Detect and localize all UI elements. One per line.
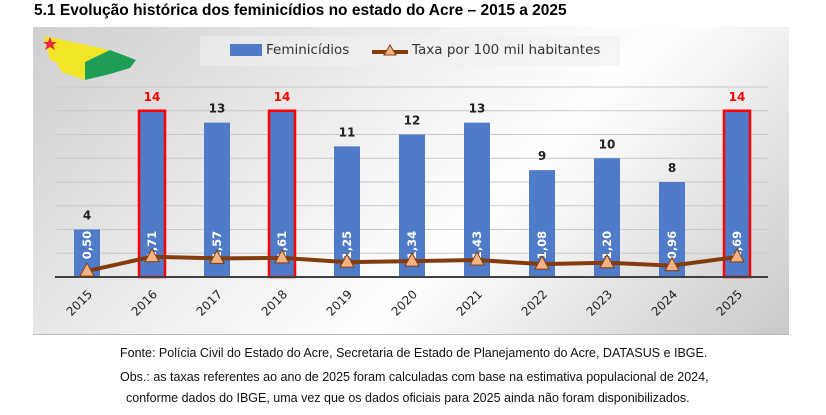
x-tick-label: 2017 (194, 287, 225, 318)
x-tick-label: 2021 (454, 287, 485, 318)
bar-value-label: 14 (729, 90, 746, 104)
rate-value-label: 1,25 (340, 231, 354, 259)
legend-item-taxa: Taxa por 100 mil habitantes (372, 42, 600, 58)
x-tick-label: 2020 (389, 287, 420, 318)
rate-marker-triangle (664, 256, 680, 272)
bar-value-label: 13 (469, 102, 486, 116)
x-tick-label: 2025 (714, 287, 745, 318)
note-line-2: conforme dados do IBGE, uma vez que os d… (126, 391, 690, 405)
bar-value-label: 12 (404, 114, 421, 128)
bar-value-label: 14 (274, 90, 291, 104)
bar-value-label: 14 (144, 90, 161, 104)
rate-value-label: 1,34 (405, 231, 419, 259)
rate-marker-triangle (534, 255, 550, 270)
legend-bar-swatch (230, 44, 262, 56)
rate-marker-triangle (274, 248, 290, 264)
x-tick-label: 2022 (519, 287, 550, 318)
note-line-1: Obs.: as taxas referentes ao ano de 2025… (120, 370, 709, 384)
bar-value-label: 13 (209, 102, 226, 116)
rate-value-label: 0,50 (80, 231, 94, 259)
x-tick-label: 2019 (324, 287, 355, 318)
x-tick-label: 2016 (129, 287, 160, 318)
rate-marker-triangle (79, 262, 95, 277)
rate-marker-triangle (209, 249, 225, 264)
rate-value-label: 1,61 (275, 231, 289, 259)
legend-line-triangle-icon (372, 44, 408, 56)
page-title: 5.1 Evolução histórica dos feminicídios … (34, 2, 567, 19)
bar-value-label: 9 (538, 149, 546, 163)
chart-plot: 4 0,50 2015 14 1,71 2016 13 1,57 2017 14 1,61 2018 1… (55, 86, 768, 319)
rate-value-label: 1,71 (145, 231, 159, 259)
x-tick-label: 2023 (584, 287, 615, 318)
rate-marker-triangle (599, 253, 615, 269)
legend-item-feminicidios: Feminicídios (230, 42, 349, 58)
acre-map-icon (43, 36, 136, 80)
rate-marker-triangle (469, 250, 485, 266)
rate-marker-triangle (729, 247, 745, 263)
rate-value-label: 1,69 (730, 231, 744, 259)
rate-value-label: 1,08 (535, 231, 549, 259)
bar-value-label: 11 (339, 125, 356, 139)
source-text: Fonte: Polícia Civil do Estado do Acre, … (120, 346, 708, 360)
rate-value-label: 1,43 (470, 231, 484, 259)
rate-marker-triangle (404, 252, 420, 267)
bar-value-label: 8 (668, 161, 676, 175)
bar-value-label: 4 (83, 209, 91, 223)
legend-label: Feminicídios (266, 42, 350, 58)
rate-marker-triangle (339, 253, 355, 268)
rate-value-label: 1,57 (210, 231, 224, 259)
rate-marker-triangle (144, 247, 160, 263)
chart-legend: Feminicídios Taxa por 100 mil habitantes (200, 36, 620, 66)
legend-label: Taxa por 100 mil habitantes (412, 42, 601, 58)
x-tick-label: 2024 (649, 287, 680, 318)
x-tick-label: 2018 (259, 287, 290, 318)
rate-value-label: 0,96 (665, 231, 679, 259)
x-tick-label: 2015 (64, 287, 95, 318)
rate-value-label: 1,20 (600, 231, 614, 259)
bar-value-label: 10 (599, 137, 616, 151)
